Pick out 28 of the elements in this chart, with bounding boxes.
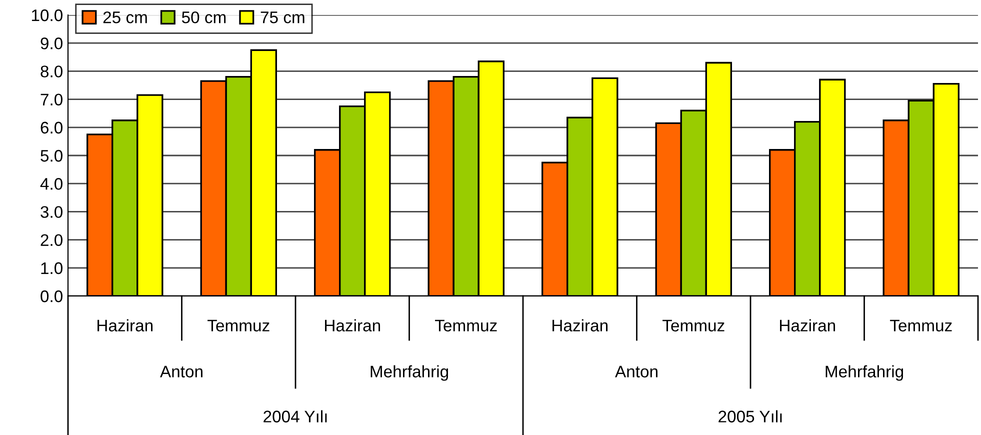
x-tick-label: Haziran — [325, 319, 380, 332]
y-tick-label: 10.0 — [32, 9, 62, 22]
x-tick-label: Temmuz — [662, 320, 724, 332]
x-tick-label: Haziran — [98, 319, 153, 332]
x-tick-label: Haziran — [780, 319, 836, 332]
y-tick-label: 8.0 — [40, 66, 62, 78]
x-tick-label: Haziran — [552, 319, 608, 332]
y-tick-label: 9.0 — [40, 38, 62, 50]
y-tick-label: 3.0 — [40, 206, 62, 218]
y-tick-label: 2.0 — [40, 234, 62, 246]
y-tick-label: 0.0 — [40, 290, 62, 302]
text: Mehrfahrig — [826, 365, 904, 381]
x-tick-label: Temmuz — [890, 320, 952, 332]
text: Mehrfahrig — [370, 365, 448, 381]
x-tick-label: Temmuz — [435, 320, 497, 332]
y-tick-label: 4.0 — [40, 178, 62, 190]
y-tick-label: 7.0 — [40, 94, 62, 106]
y-tick-label: 1.0 — [41, 262, 62, 274]
y-tick-label: 5.0 — [40, 150, 62, 162]
legend-label: 50 cm — [182, 11, 226, 24]
text: Anton — [160, 366, 202, 378]
text: 2005 Yılı — [718, 410, 782, 422]
text: Anton — [615, 366, 658, 378]
legend-label: 25 cm — [103, 11, 147, 24]
x-tick-label: Temmuz — [208, 320, 270, 332]
y-tick-label: 6.0 — [40, 122, 62, 134]
legend-label: 75 cm — [260, 12, 304, 24]
text: 2004 Yılı — [264, 410, 327, 422]
